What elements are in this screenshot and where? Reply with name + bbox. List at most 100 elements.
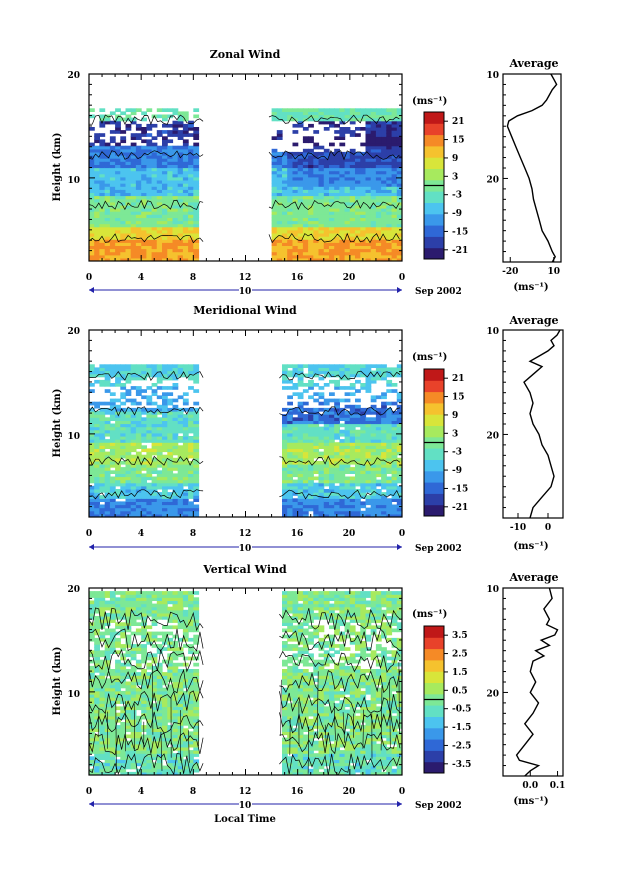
- meridional-ytick-10: 10: [67, 432, 80, 442]
- heatmap-cell: [371, 108, 377, 112]
- heatmap-cell: [360, 383, 366, 387]
- heatmap-cell: [105, 452, 111, 456]
- heatmap-cell: [381, 433, 387, 437]
- heatmap-cell: [308, 395, 314, 399]
- heatmap-cell: [355, 380, 361, 384]
- heatmap-cell: [136, 452, 142, 456]
- heatmap-cell: [355, 180, 361, 184]
- heatmap-cell: [366, 214, 372, 218]
- heatmap-cell: [146, 657, 152, 661]
- heatmap-cell: [402, 505, 408, 509]
- heatmap-cell: [376, 408, 382, 412]
- heatmap-cell: [402, 180, 408, 184]
- heatmap-cell: [402, 380, 408, 384]
- heatmap-cell: [360, 180, 366, 184]
- heatmap-cell: [141, 180, 147, 184]
- heatmap-cell: [141, 139, 147, 143]
- heatmap-cell: [193, 233, 199, 237]
- heatmap-cell: [115, 452, 121, 456]
- colorbar-tick-label: 15: [452, 393, 465, 403]
- heatmap-cell: [120, 501, 126, 505]
- heatmap-cell: [173, 405, 179, 409]
- heatmap-cell: [167, 124, 173, 128]
- heatmap-cell: [131, 511, 137, 515]
- heatmap-cell: [115, 214, 121, 218]
- heatmap-cell: [345, 392, 351, 396]
- heatmap-cell: [131, 417, 137, 421]
- heatmap-cell: [110, 392, 116, 396]
- heatmap-cell: [157, 130, 163, 134]
- heatmap-cell: [136, 433, 142, 437]
- heatmap-cell: [105, 214, 111, 218]
- heatmap-cell: [120, 214, 126, 218]
- heatmap-cell: [402, 458, 408, 462]
- heatmap-cell: [193, 115, 199, 119]
- colorbar-segment: [424, 448, 444, 460]
- heatmap-cell: [287, 180, 293, 184]
- heatmap-cell: [162, 252, 168, 256]
- heatmap-cell: [183, 196, 189, 200]
- colorbar-tick-label: -21: [452, 246, 468, 256]
- heatmap-cell: [402, 189, 408, 193]
- heatmap-cell: [167, 108, 173, 112]
- heatmap-cell: [303, 252, 309, 256]
- zonal-ylabel: Height (km): [52, 133, 63, 202]
- heatmap-cell: [183, 452, 189, 456]
- meridional-ytick-20: 20: [67, 327, 80, 337]
- profile-y-tick-label: 10: [486, 71, 499, 81]
- heatmap-cell: [392, 252, 398, 256]
- heatmap-cell: [126, 380, 132, 384]
- heatmap-cell: [376, 489, 382, 493]
- heatmap-cell: [136, 747, 142, 751]
- heatmap-cell: [99, 470, 105, 474]
- heatmap-cell: [162, 489, 168, 493]
- heatmap-cell: [157, 115, 163, 119]
- zonal-profile-title: Average: [508, 57, 558, 70]
- heatmap-cell: [402, 371, 408, 375]
- heatmap-cell: [110, 417, 116, 421]
- heatmap-cell: [345, 399, 351, 403]
- heatmap-cell: [126, 389, 132, 393]
- heatmap-cell: [272, 136, 278, 140]
- colorbar-segment: [424, 236, 444, 248]
- heatmap-cell: [110, 452, 116, 456]
- heatmap-cell: [131, 133, 137, 137]
- heatmap-cell: [392, 180, 398, 184]
- heatmap-cell: [136, 402, 142, 406]
- heatmap-cell: [402, 199, 408, 203]
- heatmap-cell: [381, 196, 387, 200]
- heatmap-cell: [178, 111, 184, 115]
- heatmap-cell: [126, 682, 132, 686]
- heatmap-cell: [313, 364, 319, 368]
- heatmap-cell: [339, 196, 345, 200]
- meridional-day-label: 10: [239, 544, 252, 554]
- heatmap-cell: [313, 470, 319, 474]
- heatmap-cell: [386, 477, 392, 481]
- zonal-xtick-24: 0: [399, 273, 405, 283]
- heatmap-cell: [162, 455, 168, 459]
- heatmap-cell: [152, 604, 158, 608]
- heatmap-cell: [402, 486, 408, 490]
- heatmap-cell: [355, 127, 361, 131]
- heatmap-cell: [402, 489, 408, 493]
- heatmap-cell: [152, 408, 158, 412]
- heatmap-cell: [146, 108, 152, 112]
- heatmap-cell: [99, 675, 105, 679]
- heatmap-cell: [402, 377, 408, 381]
- heatmap-cell: [402, 239, 408, 243]
- heatmap-cell: [355, 214, 361, 218]
- heatmap-cell: [298, 380, 304, 384]
- heatmap-cell: [110, 511, 116, 515]
- heatmap-cell: [355, 430, 361, 434]
- heatmap-cell: [94, 146, 100, 150]
- heatmap-cell: [366, 495, 372, 499]
- heatmap-cell: [319, 511, 325, 515]
- heatmap-cell: [313, 233, 319, 237]
- heatmap-cell: [293, 252, 299, 256]
- heatmap-cell: [345, 252, 351, 256]
- heatmap-cell: [99, 601, 105, 605]
- heatmap-cell: [105, 196, 111, 200]
- heatmap-cell: [313, 392, 319, 396]
- heatmap-cell: [376, 452, 382, 456]
